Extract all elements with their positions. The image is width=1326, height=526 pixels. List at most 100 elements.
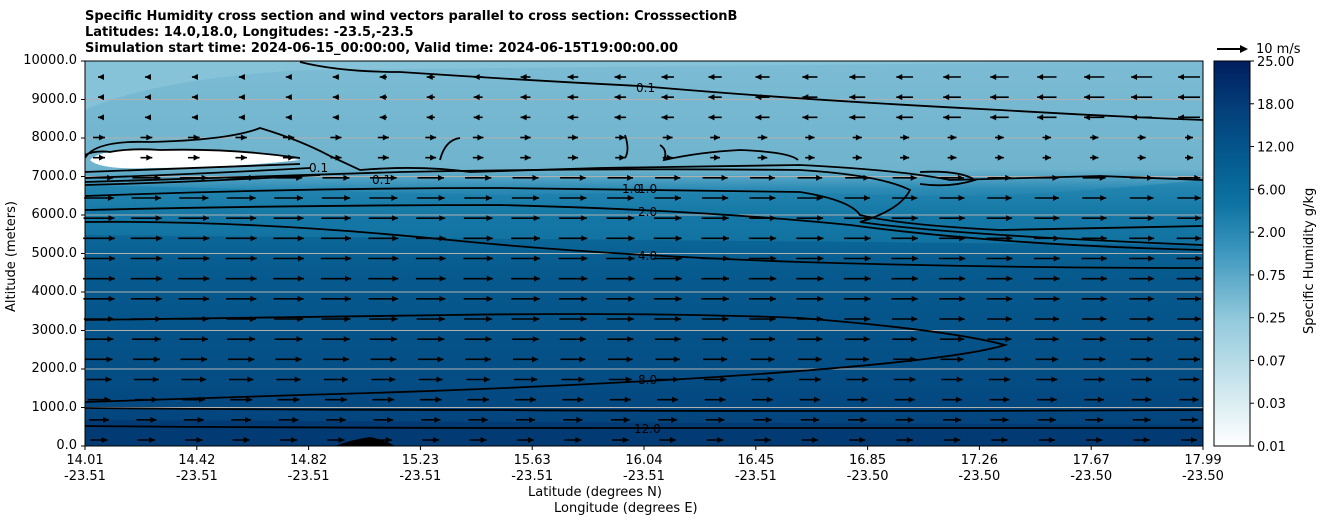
contour-0-1-upper [85, 127, 1203, 181]
contour-label-1-0: 1.0 [622, 182, 641, 196]
wind-vector [230, 396, 253, 403]
wind-vector [608, 376, 632, 383]
wind-vector [986, 316, 1012, 322]
x-tick-label: 16.45 -23.51 [734, 453, 777, 484]
wind-vector [321, 295, 351, 302]
wind-vector [510, 275, 541, 282]
wind-vector [805, 154, 815, 161]
wind-vector [1178, 94, 1200, 101]
wind-vector [1178, 114, 1200, 121]
wind-vector [986, 215, 1013, 222]
wind-vector [560, 356, 586, 363]
wind-vector [472, 134, 484, 141]
wind-vector [607, 336, 634, 343]
wind-vector [282, 154, 295, 161]
y-tick-label: 1000.0 [31, 399, 78, 415]
wind-vector [1129, 195, 1154, 201]
wind-vector [559, 336, 587, 343]
wind-vector [987, 174, 1012, 181]
wind-vector [83, 275, 115, 282]
wind-vector [757, 154, 768, 161]
wind-vector [274, 195, 303, 201]
y-tick-label: 7000.0 [31, 168, 78, 184]
contour-label-group: 0.1 0.1 0.1 1.0 1.0 2.0 4.0 8.0 12.0 [309, 81, 661, 436]
wind-vector [703, 356, 728, 363]
wind-vector [708, 74, 722, 80]
wind-vector [228, 376, 254, 383]
wind-vector [273, 235, 304, 242]
wind-vector [130, 275, 163, 282]
contour-dense-left [85, 163, 321, 186]
wind-vector [1179, 396, 1199, 403]
wind-vector [1082, 316, 1107, 322]
wind-vector [83, 316, 115, 322]
wind-vector [1081, 215, 1107, 222]
wind-vector [416, 195, 445, 201]
wind-vector [140, 134, 153, 141]
wind-vector [751, 376, 774, 383]
wind-vector [1137, 154, 1146, 161]
wind-vector [426, 94, 435, 101]
x-tick-label: 17.67 -23.50 [1070, 453, 1113, 484]
wind-vector [796, 255, 824, 262]
wind-vector [749, 195, 776, 201]
wind-vector [1132, 416, 1151, 423]
wind-vector [133, 376, 159, 383]
wind-vector [1042, 134, 1052, 141]
wind-vector [90, 437, 108, 443]
wind-vector [567, 74, 579, 80]
wind-vector [379, 94, 387, 101]
wind-vector [939, 195, 965, 201]
wind-vector [991, 437, 1008, 443]
wind-vector [520, 134, 531, 141]
wind-vector [796, 275, 824, 282]
contour-label-0-1: 0.1 [309, 161, 328, 175]
wind-vector [947, 134, 957, 141]
wind-vector [849, 114, 866, 121]
wind-vector [891, 316, 918, 322]
wind-vector [369, 195, 398, 201]
wind-vector [379, 114, 387, 121]
wind-vector [661, 74, 674, 80]
wind-vector [513, 376, 538, 383]
wind-vector [131, 215, 162, 222]
wind-vector [93, 154, 105, 161]
wind-vector [891, 275, 918, 282]
wind-vector [1084, 396, 1104, 403]
wind-vector [558, 275, 588, 282]
wind-vector [1177, 174, 1201, 181]
colorbar-ticks: 0.01 0.03 0.07 0.25 0.75 2.00 6.00 12.00 18.00 25… [1250, 55, 1294, 455]
wind-vector [805, 134, 815, 141]
wind-vector [796, 215, 824, 222]
wind-vector [332, 74, 340, 80]
wind-vector [754, 437, 771, 443]
wind-vector [323, 376, 348, 383]
wind-vector [463, 215, 493, 222]
wind-vector [849, 94, 866, 101]
wind-vector [900, 154, 910, 161]
wind-vector [273, 295, 304, 302]
wind-vector [748, 255, 777, 262]
wind-vector [512, 336, 539, 343]
wind-vector [332, 114, 340, 121]
wind-vector [606, 235, 635, 242]
wind-vector [417, 174, 444, 181]
wind-vector [852, 134, 862, 141]
wind-vector [417, 356, 444, 363]
wind-vector [801, 437, 819, 443]
wind-vector [473, 74, 483, 80]
wind-vector [85, 356, 113, 363]
wind-vector [1177, 316, 1201, 322]
wind-vector [941, 376, 963, 383]
wind-vector [514, 396, 537, 403]
terrain-shape [335, 437, 395, 446]
wind-vector [469, 437, 487, 443]
wind-vector [1086, 437, 1103, 443]
wind-vector [1034, 336, 1059, 343]
wind-vector [846, 376, 869, 383]
wind-vector [1178, 376, 1200, 383]
wind-vector [225, 295, 257, 302]
contour-0-1-loop-2 [624, 134, 799, 162]
wind-vector [986, 295, 1013, 302]
wind-vector [416, 295, 446, 302]
